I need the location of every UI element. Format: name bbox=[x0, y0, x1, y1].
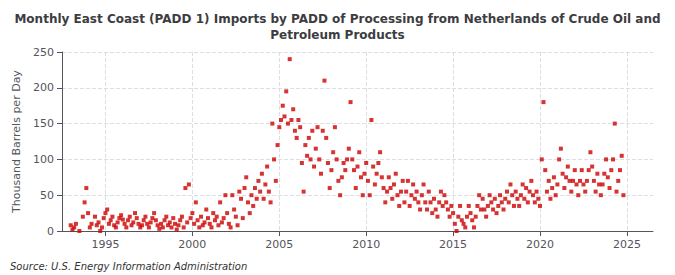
svg-text:250: 250 bbox=[33, 46, 54, 59]
svg-text:2010: 2010 bbox=[352, 238, 380, 251]
svg-text:2000: 2000 bbox=[178, 238, 206, 251]
svg-text:2020: 2020 bbox=[526, 238, 554, 251]
svg-text:200: 200 bbox=[33, 81, 54, 94]
svg-text:2025: 2025 bbox=[613, 238, 641, 251]
svg-text:50: 50 bbox=[40, 189, 54, 202]
svg-text:Thousand Barrels per Day: Thousand Barrels per Day bbox=[10, 70, 23, 214]
svg-text:150: 150 bbox=[33, 117, 54, 130]
svg-text:2005: 2005 bbox=[265, 238, 293, 251]
svg-text:Petroleum Products: Petroleum Products bbox=[270, 28, 404, 42]
svg-text:2015: 2015 bbox=[439, 238, 467, 251]
svg-text:0: 0 bbox=[47, 225, 54, 238]
svg-text:1995: 1995 bbox=[91, 238, 119, 251]
svg-text:Monthly East Coast (PADD 1) Im: Monthly East Coast (PADD 1) Imports by P… bbox=[14, 12, 660, 26]
svg-text:100: 100 bbox=[33, 153, 54, 166]
svg-text:Source: U.S. Energy Informatio: Source: U.S. Energy Information Administ… bbox=[10, 261, 247, 272]
